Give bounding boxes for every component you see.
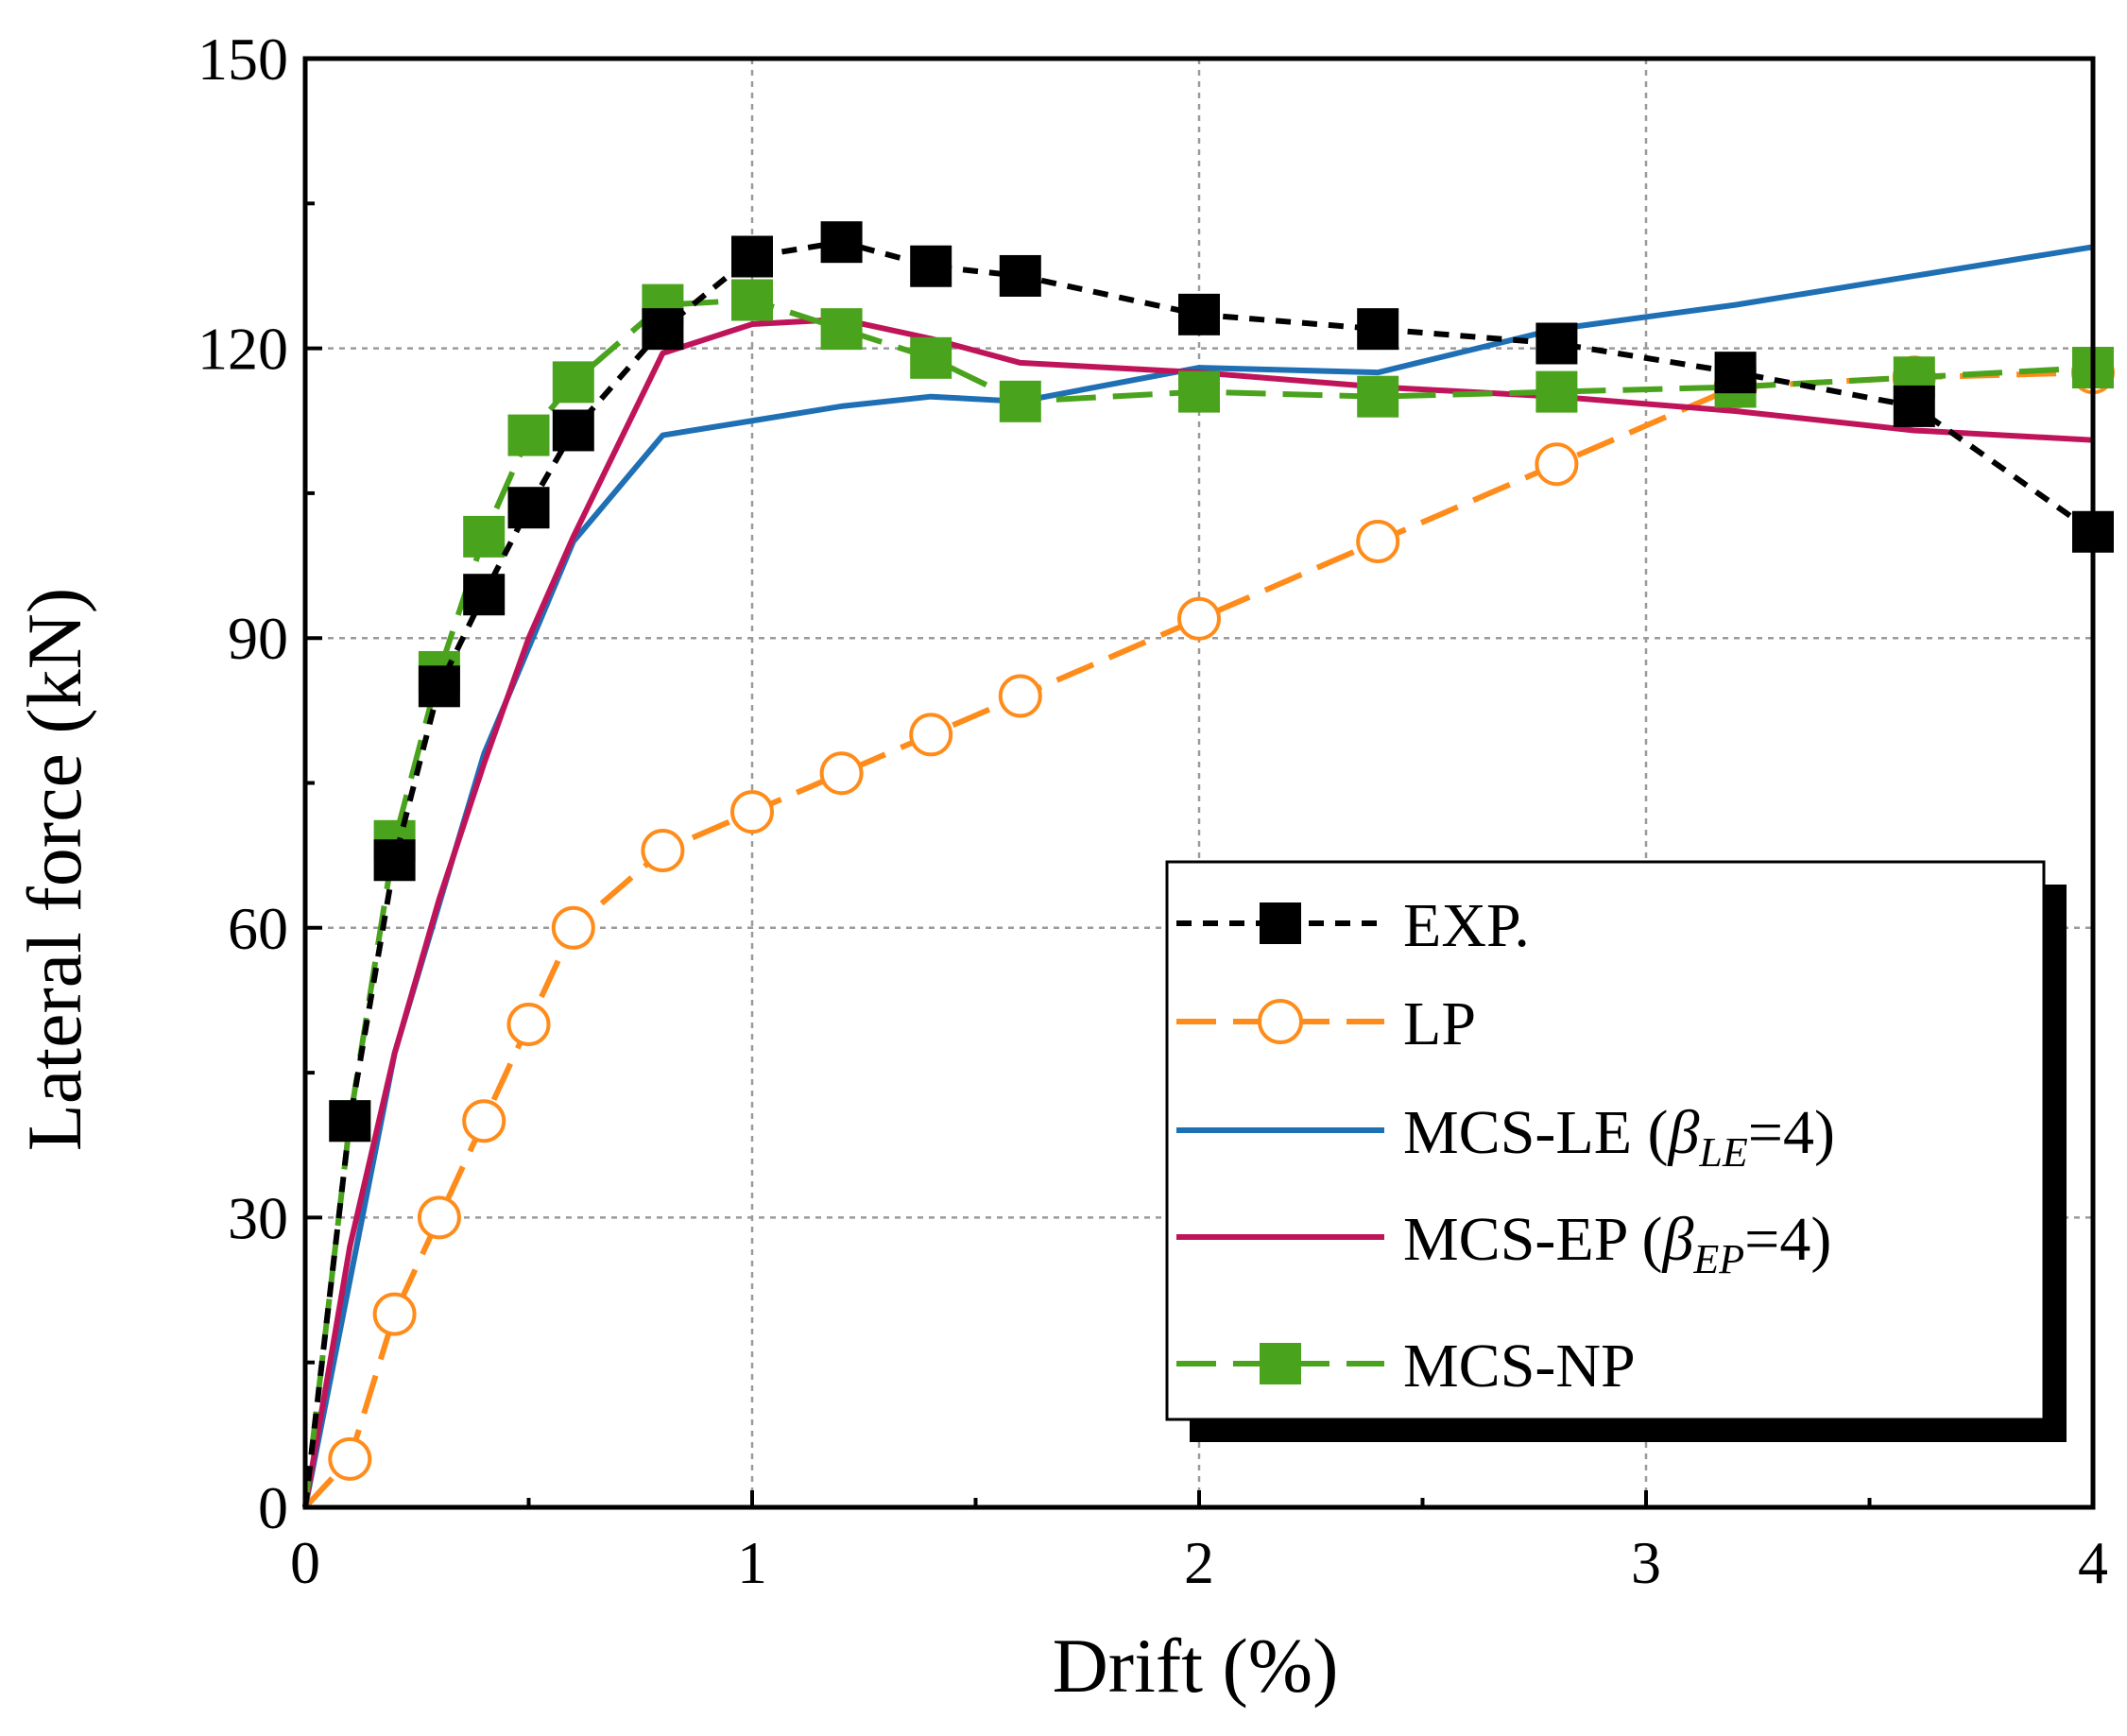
data-point-lp: [819, 751, 864, 796]
data-point-mcs-np: [731, 279, 773, 321]
data-point-mcs-np: [507, 414, 550, 456]
data-point-lp: [372, 1292, 417, 1336]
y-tick-label: 90: [228, 605, 288, 672]
data-point-mcs-np: [999, 380, 1041, 422]
x-tick-label: 0: [290, 1529, 320, 1596]
data-point-mcs-np: [910, 336, 952, 379]
data-point-mcs-np: [1535, 370, 1578, 413]
data-point-mcs-np: [1357, 375, 1399, 418]
x-axis-title: Drift (%): [1053, 1623, 1339, 1709]
data-point-lp: [998, 674, 1042, 718]
data-point-exp: [507, 487, 550, 529]
legend-label-mcs-np: MCS-NP: [1403, 1332, 1636, 1401]
data-point-exp: [1893, 385, 1935, 427]
data-point-lp: [1535, 442, 1579, 487]
data-point-lp: [730, 790, 774, 834]
data-point-lp: [1177, 596, 1221, 641]
data-point-lp: [328, 1436, 372, 1481]
legend-marker-mcs-np: [1260, 1343, 1301, 1384]
series-layer: [302, 221, 2115, 1510]
series-mcs-ep: [302, 316, 2094, 1508]
series-exp: [302, 221, 2114, 1508]
data-point-exp: [910, 245, 952, 287]
data-point-lp: [462, 1099, 506, 1143]
data-point-lp: [1356, 520, 1400, 563]
data-point-exp: [463, 574, 506, 616]
data-point-lp: [641, 829, 685, 873]
legend-label-exp: EXP.: [1403, 891, 1530, 960]
data-point-mcs-np: [552, 361, 594, 404]
data-point-lp: [909, 713, 953, 757]
data-point-exp: [999, 254, 1041, 297]
axis-ticks: 0 1 2 3 4 0 30 60 90 120 150: [197, 26, 2108, 1596]
data-point-exp: [329, 1100, 371, 1143]
data-point-mcs-np: [1178, 370, 1220, 413]
data-point-exp: [1714, 352, 1757, 394]
y-tick-label: 120: [197, 316, 288, 383]
series-lp: [302, 351, 2115, 1510]
y-tick-label: 0: [258, 1474, 288, 1541]
data-point-exp: [418, 665, 460, 708]
series-line-mcs-ep: [302, 316, 2094, 1508]
data-point-exp: [1535, 322, 1578, 365]
data-point-lp: [417, 1195, 461, 1240]
y-tick-label: 60: [228, 895, 288, 962]
y-tick-label: 150: [197, 26, 288, 93]
legend-label-lp: LP: [1403, 989, 1476, 1058]
data-point-exp: [373, 839, 416, 882]
y-axis-title: Lateral force (kN): [11, 588, 97, 1151]
x-tick-label: 4: [2078, 1529, 2108, 1596]
legend-label-mcs-ep: MCS-EP (βEP=4): [1403, 1205, 1831, 1282]
legend-marker-exp: [1260, 902, 1301, 944]
data-point-lp: [551, 905, 595, 950]
x-tick-label: 3: [1631, 1529, 1661, 1596]
data-point-mcs-np: [820, 308, 863, 351]
data-point-exp: [731, 235, 773, 278]
legend-label-mcs-le: MCS-LE (βLE=4): [1403, 1098, 1835, 1176]
legend: EXP. LP MCS-LE (βLE=4) MCS-EP (βEP=4) MCS-NP: [1165, 860, 2067, 1442]
data-point-exp: [552, 409, 594, 452]
data-point-exp: [642, 308, 684, 351]
legend-marker-lp: [1258, 999, 1303, 1044]
data-point-exp: [820, 221, 863, 264]
data-point-lp: [506, 1003, 551, 1046]
y-tick-label: 30: [228, 1184, 288, 1251]
data-point-exp: [1178, 293, 1220, 335]
data-point-mcs-np: [463, 515, 506, 558]
x-tick-label: 1: [737, 1529, 767, 1596]
data-point-exp: [1357, 308, 1399, 351]
x-tick-label: 2: [1184, 1529, 1214, 1596]
legend-box: [1165, 860, 2046, 1421]
series-line-exp: [302, 239, 2095, 1508]
